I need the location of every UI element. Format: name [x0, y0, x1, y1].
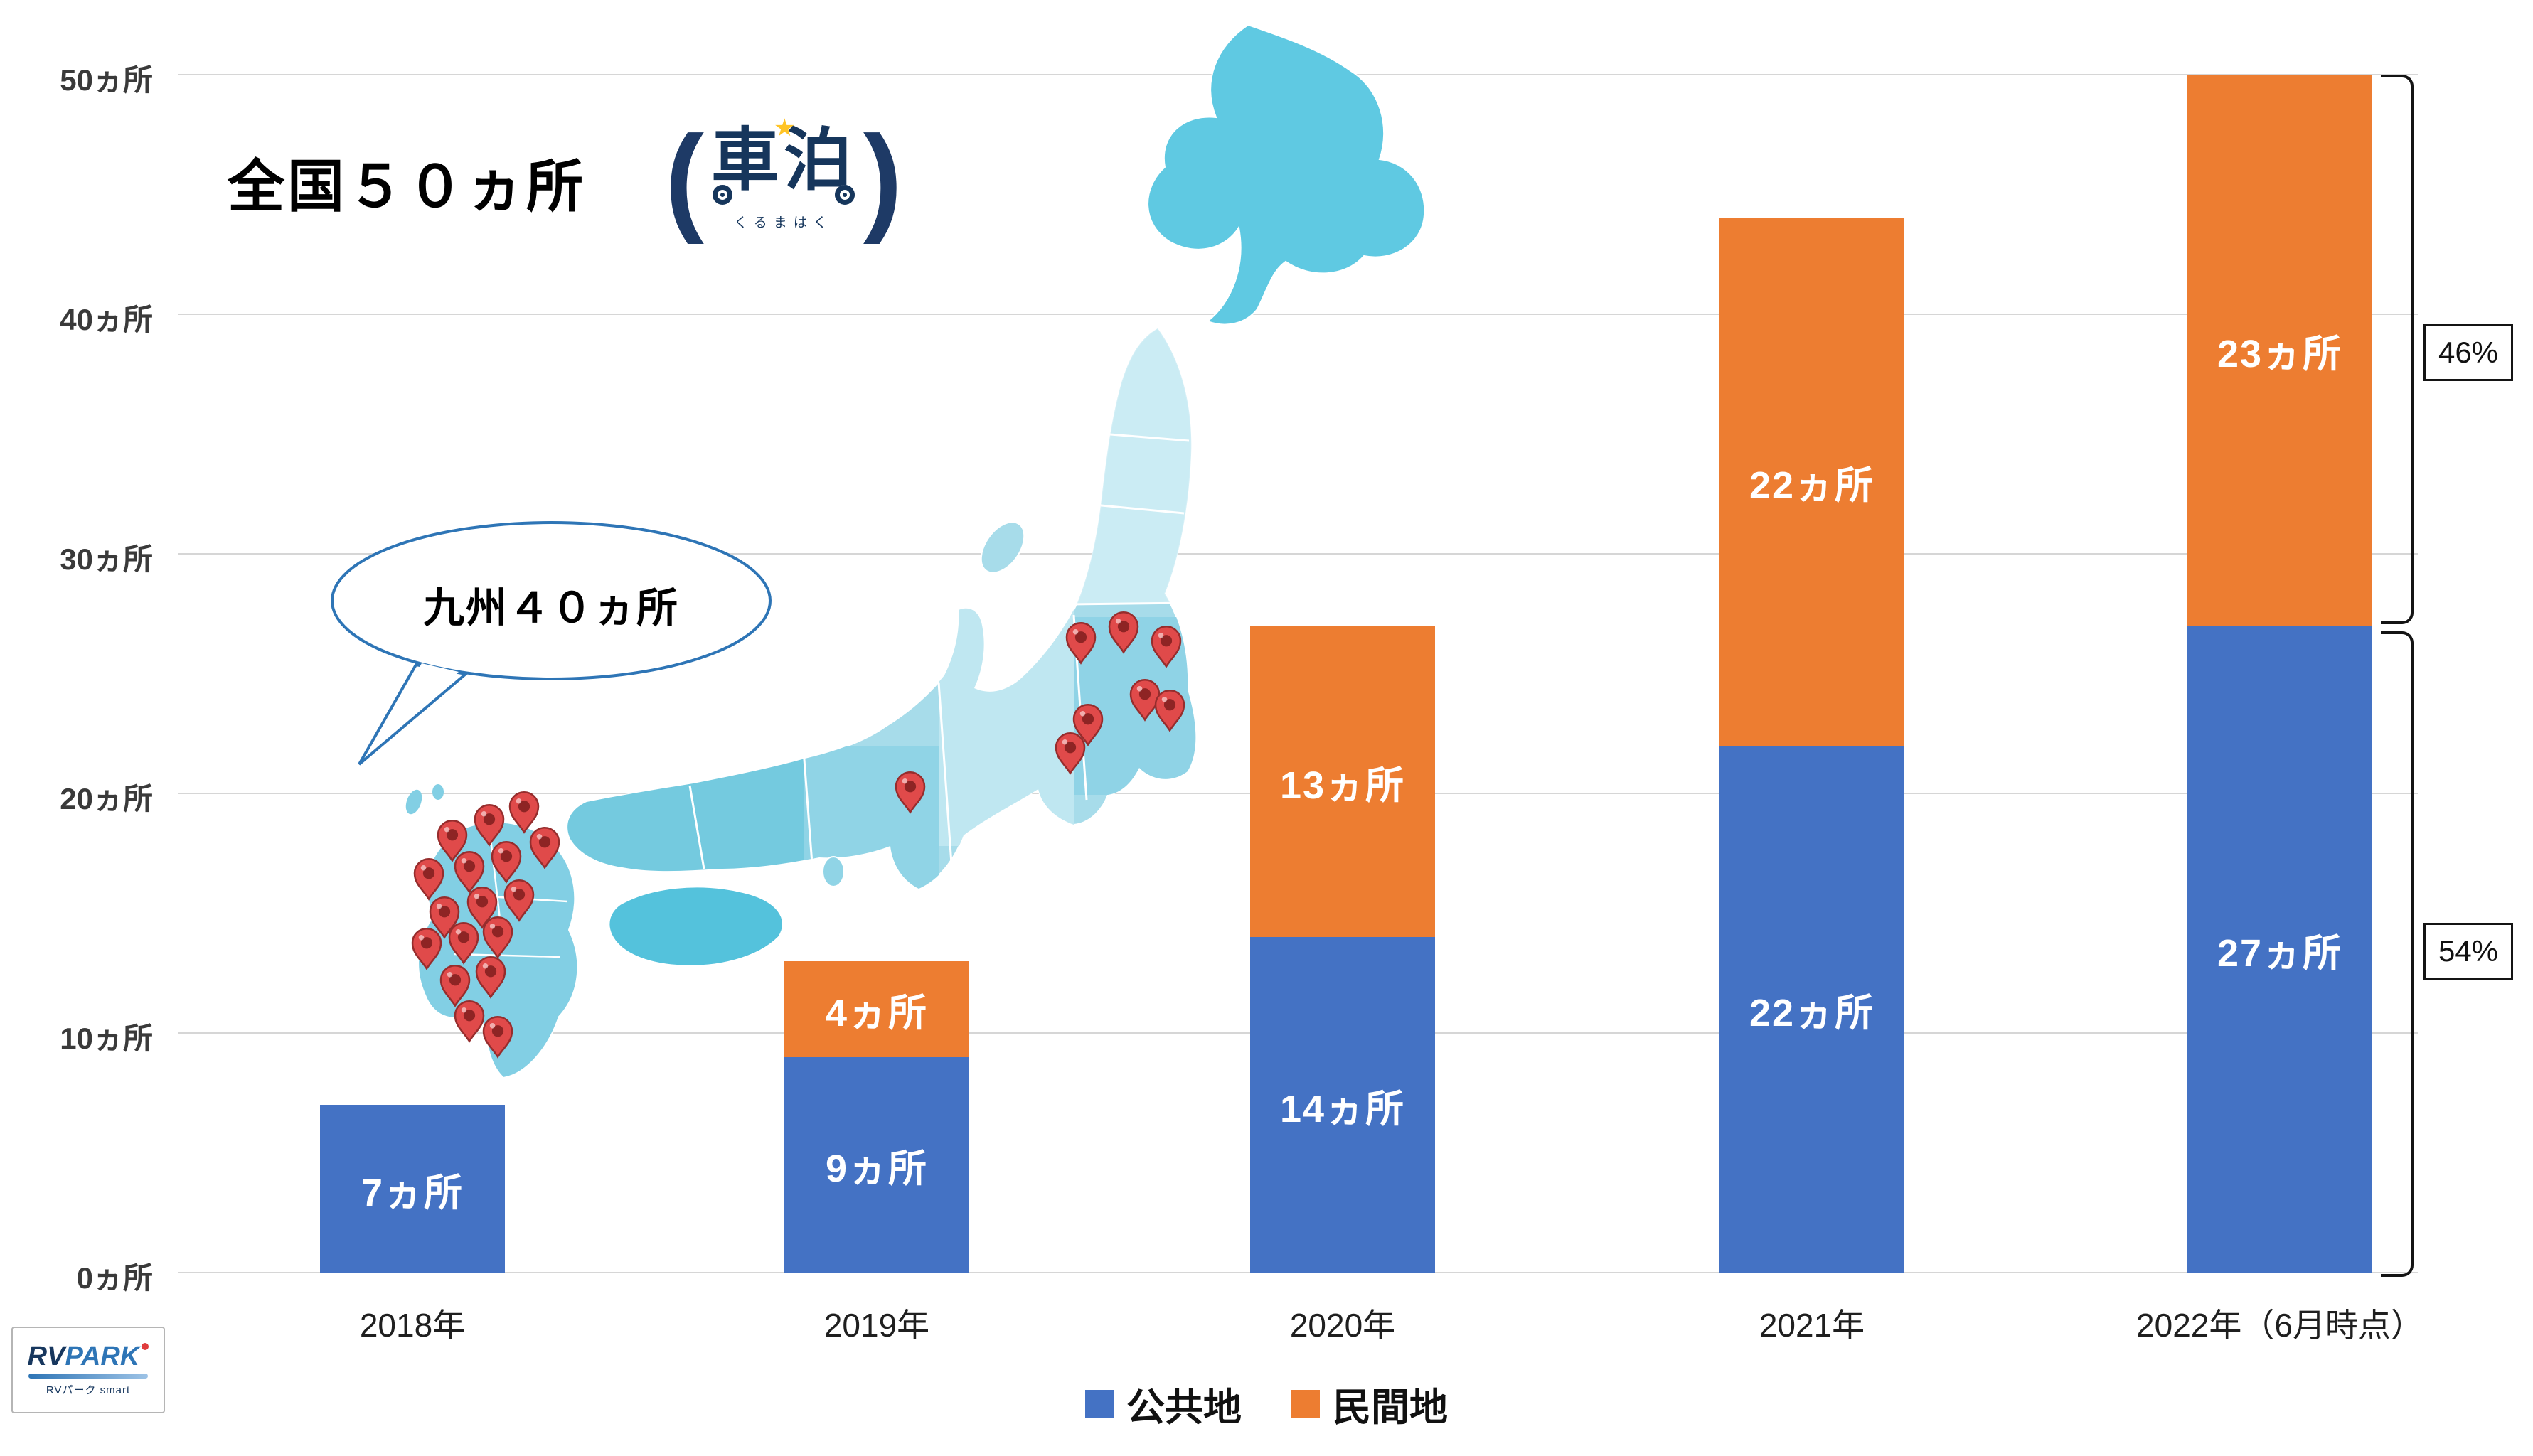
logo-kanji: 車泊	[710, 122, 856, 198]
bracket-private	[2381, 75, 2414, 625]
bar-value-label: 13ヵ所	[1279, 764, 1406, 807]
map-pin-icon	[1108, 611, 1139, 654]
bar-value-label: 4ヵ所	[825, 991, 929, 1034]
legend-item: 公共地	[1085, 1376, 1242, 1432]
map-pin-icon	[491, 841, 522, 884]
map-pin-icon	[466, 887, 498, 929]
y-axis-label: 0ヵ所	[76, 1261, 153, 1295]
map-region-hokkaido	[1147, 23, 1426, 326]
bar-segment: 23ヵ所	[2187, 75, 2372, 626]
map-pin-icon	[454, 851, 485, 894]
map-pin-icon	[475, 956, 506, 999]
bar-value-label: 23ヵ所	[2217, 333, 2343, 376]
y-axis-label: 10ヵ所	[60, 1022, 153, 1055]
map-pin-icon	[437, 820, 468, 862]
map-pin-icon	[1154, 690, 1185, 732]
map-region-shikoku	[608, 886, 784, 967]
bar-segment: 4ヵ所	[784, 960, 969, 1057]
gridline	[178, 1272, 2418, 1273]
map-pin-icon	[529, 827, 560, 869]
x-axis-label: 2022年（6月時点）	[2136, 1307, 2423, 1344]
map-pin-icon	[1151, 626, 1182, 668]
wave-icon	[28, 1374, 148, 1379]
logo-paren-close: )	[863, 111, 902, 245]
wheel-icon	[712, 185, 732, 205]
rvpark-logo: RVPARK RVパーク smart	[11, 1327, 165, 1413]
legend-swatch-icon	[1085, 1389, 1114, 1418]
chart-legend: 公共地 民間地	[0, 1376, 2533, 1432]
bar-segment: 9ヵ所	[784, 1056, 969, 1273]
map-pin-icon	[411, 928, 442, 970]
map-pin-icon	[895, 771, 926, 814]
logo-paren-open: (	[665, 111, 704, 245]
x-axis-label: 2018年	[359, 1307, 466, 1344]
bar-value-label: 27ヵ所	[2217, 931, 2343, 975]
legend-label: 公共地	[1126, 1386, 1242, 1429]
x-axis-label: 2019年	[823, 1307, 930, 1344]
bar-segment: 7ヵ所	[320, 1105, 505, 1273]
map-island-iki	[432, 784, 444, 800]
bar-segment: 14ヵ所	[1250, 937, 1435, 1273]
map-pin-icon	[482, 1016, 513, 1059]
gridline	[178, 314, 2418, 315]
kurumahaku-logo: ( ★ 車泊 くるまはく )	[665, 111, 902, 245]
map-island-awaji	[822, 856, 845, 887]
rvpark-caption: RVパーク smart	[46, 1384, 131, 1396]
bar-value-label: 9ヵ所	[825, 1147, 929, 1190]
bar-value-label: 22ヵ所	[1749, 464, 1875, 508]
map-pin-icon	[508, 791, 540, 834]
map-pin-icon	[1065, 622, 1097, 665]
x-axis-label: 2020年	[1289, 1307, 1396, 1344]
bar-segment: 13ヵ所	[1250, 626, 1435, 938]
legend-item: 民間地	[1291, 1376, 1448, 1432]
map-pin-icon	[503, 879, 535, 922]
speech-bubble-text: 九州４０ヵ所	[422, 585, 679, 631]
map-island-sado	[980, 521, 1025, 574]
y-axis-label: 40ヵ所	[60, 303, 153, 336]
rvpark-brand: RVPARK	[28, 1343, 149, 1370]
bar-segment: 27ヵ所	[2187, 626, 2372, 1273]
bar-value-label: 22ヵ所	[1749, 991, 1875, 1034]
map-pin-icon	[482, 916, 513, 959]
gridline	[178, 553, 2418, 555]
y-axis-label: 30ヵ所	[60, 542, 153, 576]
wheel-icon	[834, 185, 855, 205]
japan-map	[405, 23, 1426, 1079]
bar-segment: 22ヵ所	[1719, 745, 1904, 1273]
red-dot-icon	[142, 1343, 149, 1350]
map-pin-icon	[454, 1000, 485, 1043]
bar-segment: 22ヵ所	[1719, 218, 1904, 746]
legend-swatch-icon	[1291, 1389, 1320, 1418]
map-pin-icon	[413, 858, 444, 901]
map-island-tsushima	[405, 789, 422, 815]
speech-bubble	[331, 521, 772, 766]
map-pin-icon	[1055, 732, 1086, 775]
bracket-public	[2381, 631, 2414, 1277]
x-axis-label: 2021年	[1759, 1307, 1865, 1344]
map-pin-icon	[448, 922, 479, 965]
logo-furigana: くるまはく	[734, 215, 833, 231]
bar-value-label: 7ヵ所	[361, 1171, 464, 1214]
map-pin-icon	[1072, 704, 1104, 746]
map-pin-icon	[1129, 679, 1161, 722]
y-axis-label: 20ヵ所	[60, 782, 153, 815]
map-pin-icon	[474, 804, 505, 847]
percent-label-public: 54%	[2423, 923, 2513, 980]
map-pin-icon	[429, 896, 460, 939]
map-pins-layer	[411, 611, 1185, 1059]
legend-label: 民間地	[1333, 1386, 1448, 1429]
chart-title: 全国５０ヵ所	[228, 155, 586, 218]
star-icon: ★	[773, 114, 796, 141]
bar-value-label: 14ヵ所	[1279, 1087, 1406, 1130]
percent-label-private: 46%	[2423, 323, 2513, 381]
y-axis-label: 50ヵ所	[60, 63, 153, 97]
map-pin-icon	[439, 965, 471, 1007]
